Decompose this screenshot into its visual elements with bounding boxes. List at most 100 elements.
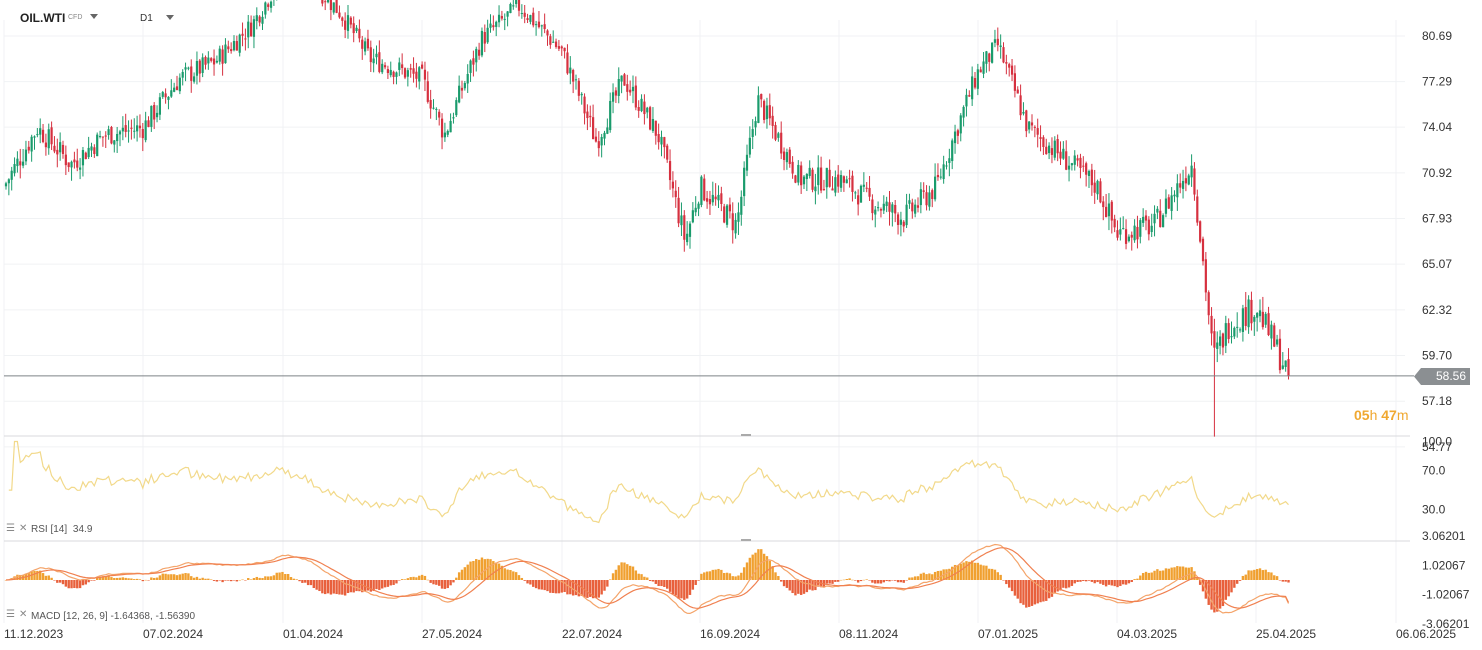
price-tick-label: 62.32 [1422,303,1452,317]
macd-histogram-bar [933,571,937,580]
macd-tick-label: 1.02067 [1422,558,1466,572]
candle-body [563,47,566,52]
pane-resize-handle[interactable] [741,434,751,436]
date-tick-label: 07.01.2025 [978,627,1038,641]
macd-histogram-bar [1002,580,1005,581]
macd-histogram-bar [1173,567,1176,580]
candle-body [939,176,942,178]
macd-histogram-bar [1010,580,1014,592]
countdown-minutes: 47 [1381,407,1397,423]
macd-histogram-bar [540,580,543,590]
candle-body [218,48,221,62]
candle-body [1273,325,1276,347]
candle-body [1164,198,1168,214]
macd-histogram-bar [828,580,831,584]
macd-histogram-bar [583,580,586,598]
timeframe-label[interactable]: D1 [140,13,153,24]
rsi-settings-icon[interactable]: ☰ [6,523,15,534]
pane-resize-handle[interactable] [741,539,751,541]
macd-close-icon[interactable]: ✕ [19,609,28,620]
macd-histogram-bar [537,580,541,590]
candle-body [421,64,424,69]
macd-histogram-bar [894,580,897,581]
macd-histogram-bar [1241,575,1245,580]
macd-settings-icon[interactable]: ☰ [6,609,15,620]
macd-histogram-bar [278,572,281,580]
macd-histogram-bar [178,574,182,580]
macd-histogram-bar [264,576,267,580]
macd-histogram-bar [301,580,304,583]
macd-histogram-bar [791,580,794,594]
rsi-close-icon[interactable]: ✕ [19,523,28,534]
candle-body [269,1,273,8]
candle-body [7,179,10,184]
candle-body [1201,238,1205,262]
candle-body [247,21,250,38]
candle-body [631,86,635,92]
candle-body [720,193,723,204]
macd-histogram-bar [1141,573,1145,580]
macd-histogram-bar [435,580,438,585]
candle-body [1256,312,1259,318]
macd-histogram-bar [728,573,732,580]
macd-histogram-bar [1136,578,1139,580]
macd-histogram-bar [1039,580,1042,603]
macd-histogram-bar [1227,580,1230,597]
candle-body [506,11,509,17]
candle-body [383,65,387,68]
candle-body [1159,210,1162,228]
candle-body [785,152,788,163]
candle-body [1008,64,1011,68]
timeframe-dropdown-icon[interactable] [166,15,174,20]
macd-histogram-bar [760,549,763,580]
symbol-label[interactable]: OIL.WTI [20,11,66,25]
candle-body [136,125,139,132]
candle-body [982,61,985,74]
candle-body [455,100,458,116]
candle-body [865,187,868,189]
candle-body [777,133,780,138]
macd-histogram-bar [446,580,449,589]
macd-histogram-bar [249,579,253,580]
candle-body [118,131,122,135]
macd-histogram-bar [221,580,224,583]
candle-body [925,192,928,206]
candle-body [740,196,743,215]
candle-body [435,108,438,110]
macd-histogram-bar [671,580,675,595]
macd-histogram-bar [58,580,62,583]
macd-histogram-bar [557,580,561,594]
candle-body [324,1,327,3]
candle-body [212,58,216,65]
candle-body [255,15,258,22]
macd-histogram-bar [626,564,629,580]
macd-histogram-bar [335,580,338,595]
macd-histogram-bar [81,580,85,586]
candle-body [153,104,156,120]
macd-histogram-bar [33,570,36,580]
candle-body [244,38,247,40]
macd-histogram-bar [124,577,127,580]
macd-histogram-bar [845,579,848,580]
candle-body [1278,338,1282,371]
macd-histogram-bar [859,580,863,582]
candle-body [976,69,979,89]
price-tick-label: 77.29 [1422,75,1452,89]
candle-body [326,0,330,3]
candle-body [184,67,187,70]
macd-histogram-bar [406,578,410,580]
macd-histogram-bar [395,580,398,584]
macd-histogram-bar [968,561,971,580]
macd-histogram-bar [1230,580,1233,593]
macd-histogram-bar [908,577,911,580]
macd-histogram-bar [78,580,82,589]
macd-histogram-bar [634,570,638,580]
candle-body [110,126,113,144]
macd-histogram-bar [720,569,723,580]
candle-body [934,176,937,200]
macd-histogram-bar [959,563,962,580]
candle-body [831,188,834,191]
macd-histogram-bar [854,580,857,581]
symbol-dropdown-icon[interactable] [90,14,98,19]
